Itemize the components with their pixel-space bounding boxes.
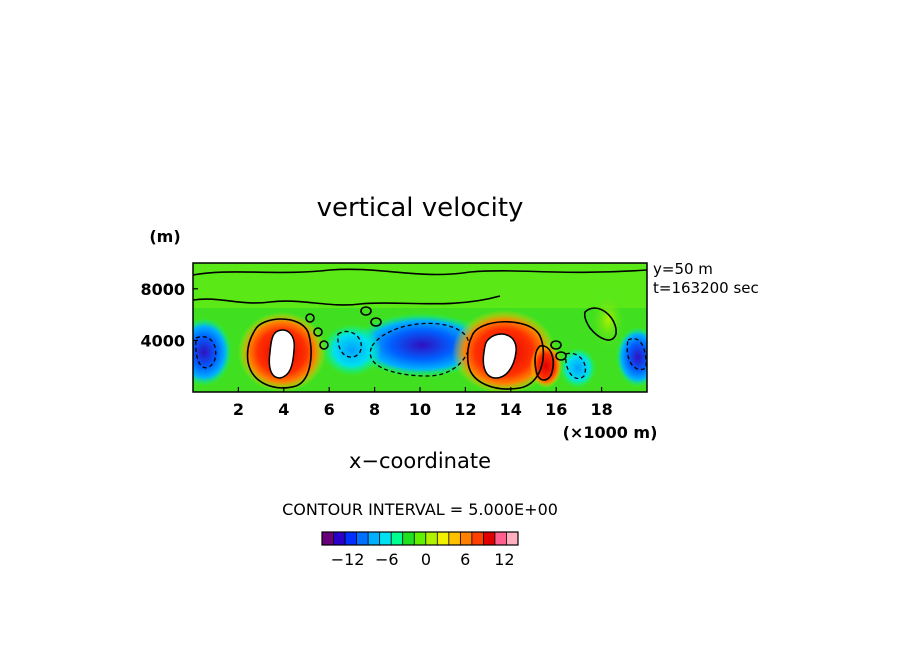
x-axis-ticks: 2 4 6 8 10 12 14 16 18 — [233, 387, 613, 419]
plot-area — [193, 263, 647, 392]
colorbar-swatch-7 — [402, 532, 415, 545]
y-tick-label-0: 4000 — [140, 331, 185, 350]
x-tick-label-5: 12 — [454, 400, 476, 419]
downdraft-east — [560, 348, 596, 388]
core-west — [268, 329, 295, 379]
x-tick-label-7: 16 — [545, 400, 567, 419]
chart-title: vertical velocity — [317, 193, 524, 223]
colorbar-tick-labels: −12 −6 0 6 12 — [331, 550, 515, 569]
core-east — [482, 333, 517, 379]
colorbar-swatch-8 — [414, 532, 427, 545]
x-tick-label-6: 14 — [500, 400, 522, 419]
x-tick-label-0: 2 — [233, 400, 244, 419]
colorbar-swatch-0 — [322, 532, 334, 545]
colorbar-swatch-1 — [333, 532, 346, 545]
y-axis-ticks: 4000 8000 — [140, 280, 198, 350]
contour-interval-label: CONTOUR INTERVAL = 5.000E+00 — [282, 500, 558, 519]
x-tick-label-2: 6 — [324, 400, 335, 419]
colorbar-swatch-6 — [391, 532, 404, 545]
downdraft-right-edge — [616, 327, 647, 387]
y-tick-label-1: 8000 — [140, 280, 185, 299]
colorbar-swatch-9 — [425, 532, 438, 545]
colorbar-label-0: −12 — [331, 550, 365, 569]
colorbar-swatch-14 — [483, 532, 496, 545]
downdraft-west — [322, 324, 382, 376]
colorbar-label-3: 6 — [460, 550, 470, 569]
x-axis-label: x−coordinate — [349, 449, 491, 473]
colorbar-swatch-13 — [471, 532, 484, 545]
colorbar-swatch-10 — [437, 532, 450, 545]
x-tick-label-8: 18 — [590, 400, 612, 419]
annotation-t: t=163200 sec — [653, 279, 759, 297]
colorbar-swatch-15 — [494, 532, 507, 545]
x-tick-label-1: 4 — [278, 400, 289, 419]
contours-dashed — [195, 322, 647, 380]
x-tick-label-4: 10 — [409, 400, 431, 419]
colorbar-label-1: −6 — [375, 550, 399, 569]
colorbar — [321, 531, 519, 546]
contours-solid — [193, 268, 647, 390]
colorbar-swatch-4 — [368, 532, 380, 545]
updraft-far-east — [590, 290, 626, 350]
colorbar-swatch-5 — [379, 532, 392, 545]
colorbar-label-2: 0 — [421, 550, 431, 569]
x-tick-label-3: 8 — [369, 400, 380, 419]
colorbar-swatch-16 — [506, 532, 519, 545]
colorbar-swatch-12 — [460, 532, 473, 545]
y-unit-label: (m) — [149, 227, 180, 246]
colorbar-swatch-3 — [356, 532, 369, 545]
annotation-y: y=50 m — [653, 260, 713, 278]
colorbar-frame — [321, 531, 519, 546]
colorbar-label-4: 12 — [494, 550, 514, 569]
colorbar-swatch-11 — [448, 532, 461, 545]
colorbar-swatch-2 — [345, 532, 357, 545]
downdraft-left-edge — [193, 318, 232, 386]
upper-layer — [193, 263, 647, 308]
x-unit-label: (×1000 m) — [563, 423, 658, 442]
